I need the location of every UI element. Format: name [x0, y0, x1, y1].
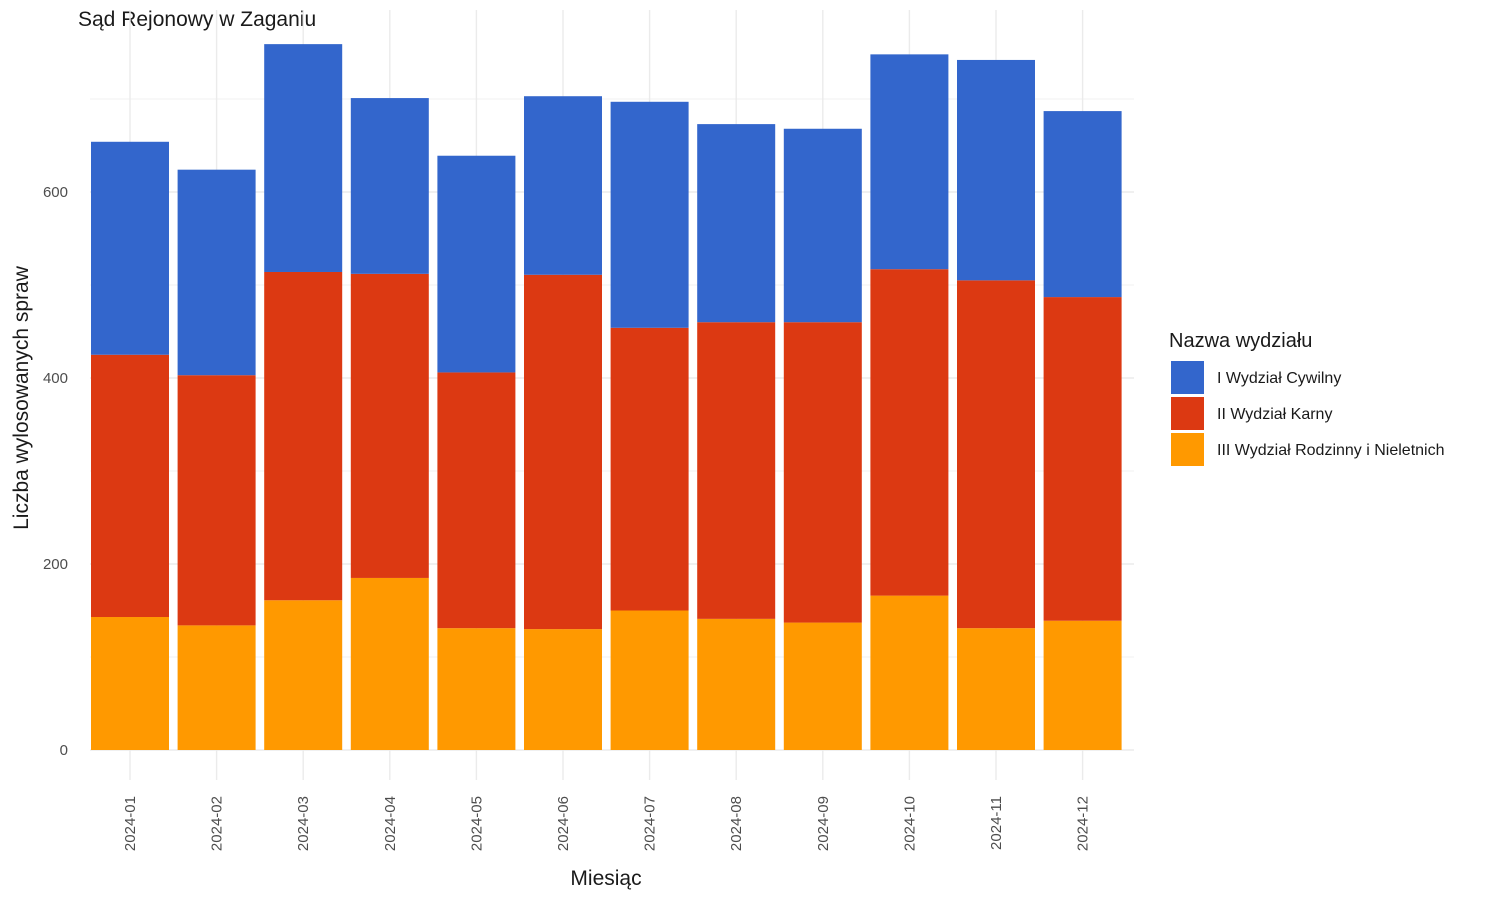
y-axis-title: Liczba wylosowanych spraw — [10, 265, 33, 530]
x-tick-label: 2024-09 — [815, 796, 832, 851]
bar-segment — [1043, 620, 1122, 750]
bar-segment — [870, 54, 949, 270]
legend-label: II Wydział Karny — [1217, 406, 1332, 423]
bar-segment — [1043, 297, 1122, 621]
bar-segment — [437, 628, 516, 750]
bar-segment — [610, 327, 689, 611]
legend-label: III Wydział Rodzinny i Nieletnich — [1217, 442, 1445, 459]
axis-layer: 0 200 400 600 2024-01 2024-02 2024-03 2024-04 20… — [43, 184, 1092, 851]
bar-segment — [610, 101, 689, 328]
x-tick-label: 2024-02 — [209, 796, 226, 851]
x-tick-label: 2024-04 — [382, 796, 399, 851]
chart-title: Sąd Rejonowy w Zaganiu — [78, 8, 317, 31]
bar-segment — [264, 44, 343, 272]
bar-segment — [264, 271, 343, 601]
legend: Nazwa wydziału I Wydział Cywilny II Wydzi… — [1169, 330, 1445, 466]
y-tick-label: 200 — [43, 556, 68, 573]
y-tick-label: 400 — [43, 370, 68, 387]
x-tick-label: 2024-11 — [988, 796, 1005, 850]
bar-segment — [264, 600, 343, 750]
bar-segment — [783, 322, 862, 623]
bar-segment — [437, 155, 516, 373]
x-tick-label: 2024-05 — [468, 796, 485, 851]
x-tick-label: 2024-08 — [728, 796, 745, 851]
x-tick-label: 2024-06 — [555, 796, 572, 851]
y-tick-label: 0 — [60, 742, 68, 759]
legend-swatch — [1171, 361, 1204, 394]
x-tick-label: 2024-12 — [1075, 796, 1092, 851]
bar-segment — [91, 617, 169, 750]
bar-segment — [783, 622, 862, 750]
bar-segment — [783, 128, 862, 323]
bars-layer — [91, 44, 1122, 750]
bar-segment — [1043, 111, 1122, 298]
x-tick-label: 2024-01 — [122, 796, 139, 851]
x-tick-label: 2024-10 — [901, 796, 918, 851]
bar-segment — [524, 629, 602, 750]
bar-segment — [437, 372, 516, 629]
legend-swatch — [1171, 433, 1204, 466]
bar-segment — [91, 141, 169, 355]
bar-segment — [697, 618, 776, 750]
bar-segment — [350, 577, 429, 750]
legend-label: I Wydział Cywilny — [1217, 370, 1341, 387]
bar-segment — [697, 322, 776, 619]
bar-segment — [697, 124, 776, 323]
legend-swatch — [1171, 397, 1204, 430]
bar-segment — [957, 59, 1035, 281]
bar-segment — [610, 610, 689, 750]
bar-segment — [870, 269, 949, 596]
legend-title: Nazwa wydziału — [1169, 330, 1312, 352]
x-tick-label: 2024-03 — [295, 796, 312, 851]
y-tick-label: 600 — [43, 184, 68, 201]
bar-segment — [91, 354, 169, 618]
bar-segment — [524, 274, 602, 630]
bar-segment — [177, 169, 256, 376]
bar-segment — [957, 628, 1035, 750]
x-axis-title: Miesiąc — [570, 867, 641, 890]
bar-segment — [350, 273, 429, 578]
bar-segment — [177, 375, 256, 626]
bar-segment — [177, 625, 256, 750]
x-tick-label: 2024-07 — [642, 796, 659, 851]
bar-segment — [524, 96, 602, 275]
bar-segment — [870, 595, 949, 750]
bar-segment — [350, 98, 429, 274]
bar-segment — [957, 280, 1035, 629]
